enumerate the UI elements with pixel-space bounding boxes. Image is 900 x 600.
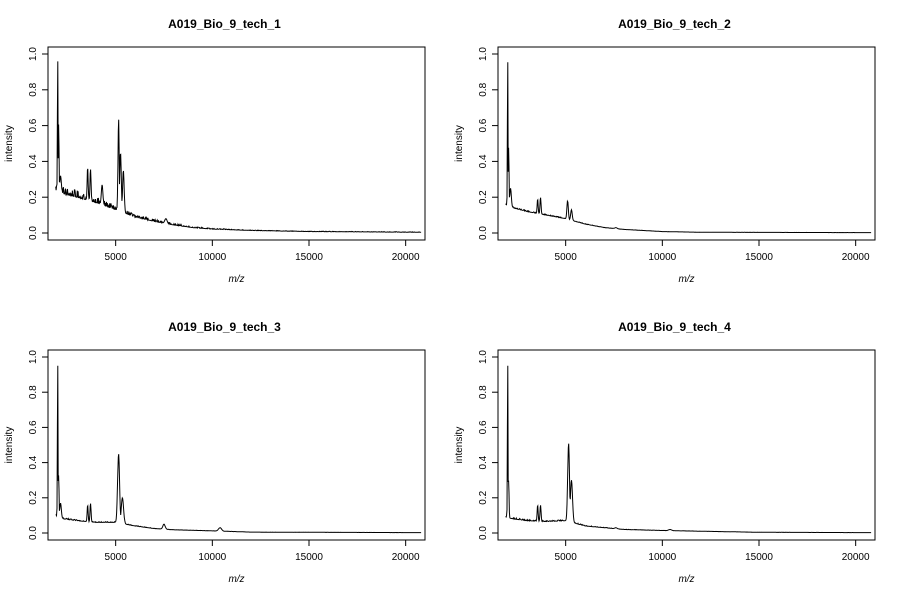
y-tick-label: 1.0 [478,47,489,61]
plot-frame [47,349,426,541]
x-tick-label: 20000 [392,252,420,263]
x-tick-label: 15000 [295,252,323,263]
panel-title: A019_Bio_9_tech_2 [618,17,731,31]
panel-title: A019_Bio_9_tech_3 [168,320,281,334]
spectrum-line [505,62,872,234]
spectrum-line [55,61,422,233]
x-axis-label: m/z [678,574,694,585]
y-tick-label: 0.4 [478,154,489,168]
y-tick-label: 0.6 [28,118,39,132]
y-tick-label: 1.0 [28,47,39,61]
panel-title: A019_Bio_9_tech_4 [618,320,731,334]
y-tick-label: 0.2 [478,190,489,204]
x-tick-label: 5000 [555,552,578,563]
x-tick-label: 20000 [392,552,420,563]
y-tick-label: 0.4 [28,154,39,168]
x-tick-label: 10000 [198,252,226,263]
y-tick-label: 0.0 [28,226,39,240]
spectrum-panel-1: A019_Bio_9_tech_1 5000 10000 15000 20000 0.0 0… [4,17,426,285]
x-tick-label: 20000 [842,552,870,563]
y-tick-label: 0.8 [28,82,39,96]
y-tick-label: 0.2 [28,190,39,204]
x-tick-label: 15000 [745,252,773,263]
y-tick-label: 0.0 [478,526,489,540]
x-tick-label: 10000 [648,252,676,263]
spectrum-panel-3: A019_Bio_9_tech_3 5000 10000 15000 20000 0.0 0… [4,320,426,585]
y-tick-label: 0.8 [478,385,489,399]
y-tick-label: 0.6 [478,420,489,434]
y-axis-label: intensity [454,427,465,464]
y-tick-label: 0.2 [28,490,39,504]
x-tick-label: 5000 [555,252,578,263]
y-tick-label: 0.6 [28,420,39,434]
spectrum-line [55,365,422,534]
x-tick-label: 15000 [295,552,323,563]
x-tick-label: 15000 [745,552,773,563]
y-tick-label: 0.8 [28,385,39,399]
spectrum-panel-2: A019_Bio_9_tech_2 5000 10000 15000 20000 0.0 0… [454,17,876,285]
y-tick-label: 0.0 [28,526,39,540]
y-axis-label: intensity [4,125,15,162]
y-tick-label: 0.8 [478,82,489,96]
y-axis-label: intensity [454,125,465,162]
x-tick-label: 5000 [105,252,128,263]
x-tick-label: 5000 [105,552,128,563]
x-axis-label: m/z [228,574,244,585]
spectrum-line [505,365,872,534]
x-axis-label: m/z [228,274,244,285]
x-tick-label: 10000 [648,552,676,563]
panel-title: A019_Bio_9_tech_1 [168,17,281,31]
plot-frame [47,46,426,241]
y-axis-label: intensity [4,427,15,464]
y-tick-label: 1.0 [28,350,39,364]
y-tick-label: 0.6 [478,118,489,132]
x-axis-label: m/z [678,274,694,285]
y-tick-label: 0.0 [478,226,489,240]
plot-frame [497,349,876,541]
spectrum-panel-4: A019_Bio_9_tech_4 5000 10000 15000 20000 0.0 0… [454,320,876,585]
plot-frame [497,46,876,241]
y-tick-label: 1.0 [478,350,489,364]
y-tick-label: 0.4 [28,455,39,469]
x-tick-label: 20000 [842,252,870,263]
y-tick-label: 0.4 [478,455,489,469]
x-tick-label: 10000 [198,552,226,563]
y-tick-label: 0.2 [478,490,489,504]
